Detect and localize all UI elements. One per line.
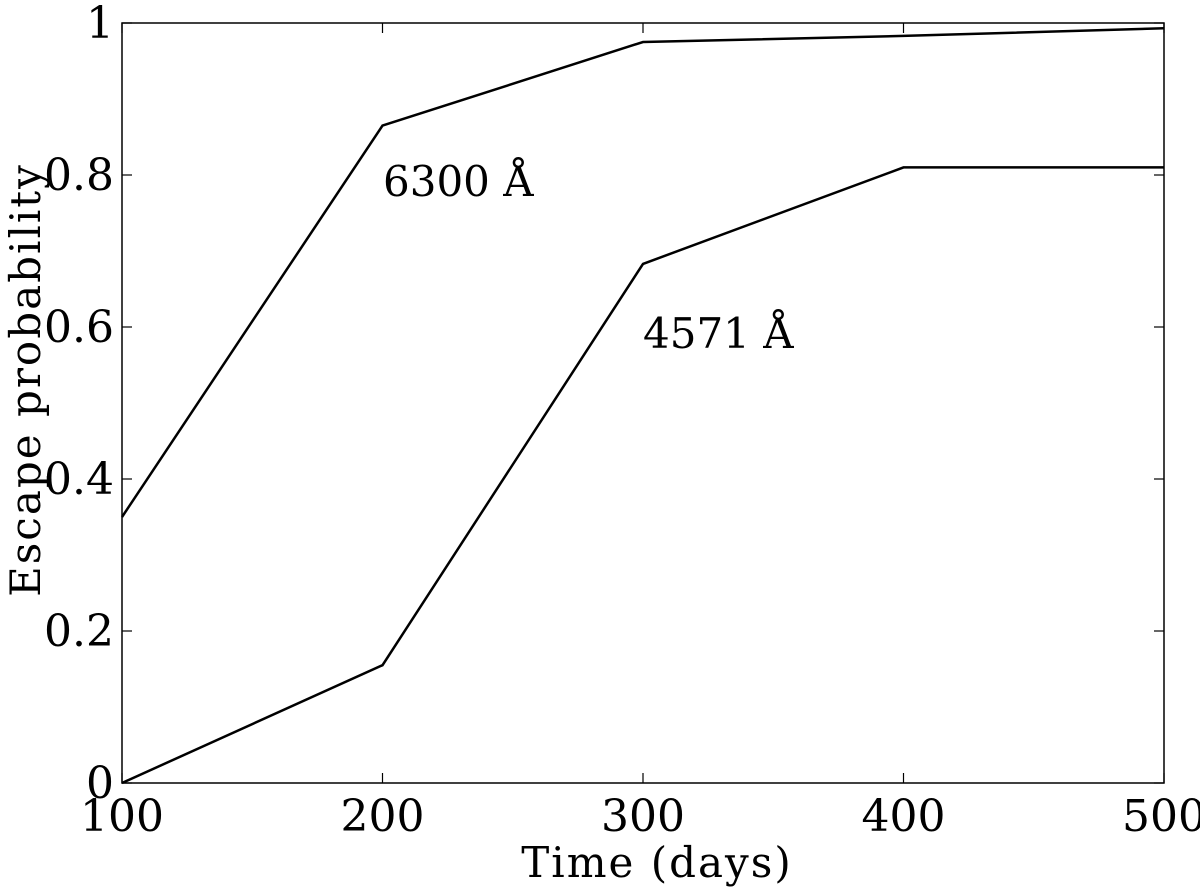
x-axis-label: Time (days) — [521, 838, 792, 887]
y-tick-label: 0 — [86, 758, 114, 809]
y-tick-label: 0.6 — [44, 302, 114, 353]
series-label-4571: 4571 Å — [643, 308, 794, 358]
series-line-2 — [121, 166, 1164, 785]
x-tick-label: 200 — [341, 791, 425, 842]
x-tick-label: 500 — [1122, 791, 1200, 842]
plot-frame — [121, 22, 1165, 784]
y-tick-label: 0.8 — [44, 150, 114, 201]
x-tick-label: 100 — [80, 791, 164, 842]
series-label-6300: 6300 Å — [383, 156, 534, 206]
series-line-1 — [120, 27, 1165, 518]
x-tick-label: 400 — [862, 791, 946, 842]
y-tick-label: 1 — [86, 0, 114, 49]
y-tick-label: 0.2 — [44, 606, 114, 657]
x-axis-ticks: 100 200 300 400 500 — [80, 23, 1200, 842]
y-axis-label: Escape probability — [1, 163, 50, 597]
series-lines — [120, 27, 1165, 785]
y-tick-label: 0.4 — [44, 454, 114, 505]
x-tick-label: 300 — [601, 791, 685, 842]
y-axis-ticks: 0 0.2 0.4 0.6 0.8 1 — [44, 0, 1164, 809]
